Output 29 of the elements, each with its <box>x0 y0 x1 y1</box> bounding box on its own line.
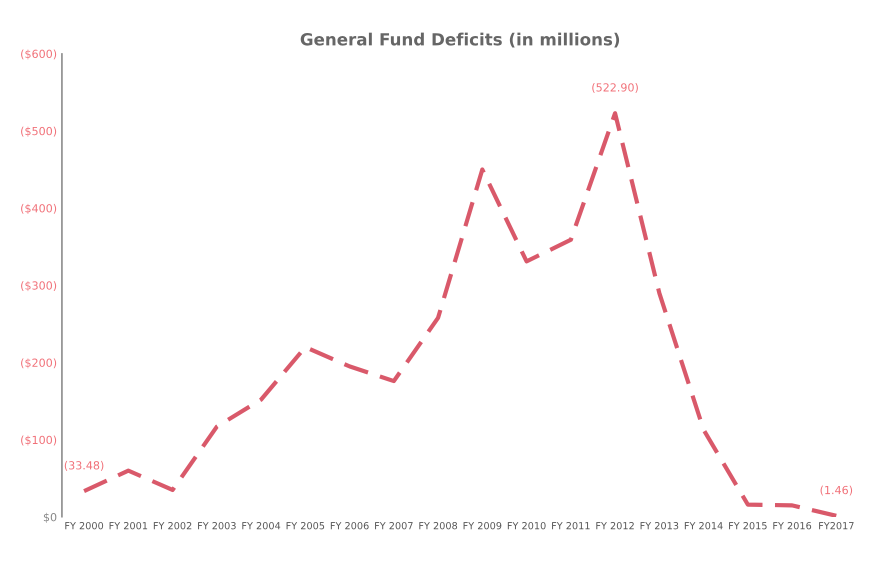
x-tick-label: FY 2004 <box>242 522 280 530</box>
x-tick-label: FY 2001 <box>110 522 148 530</box>
data-label: (1.46) <box>820 486 852 496</box>
y-tick-label: $0 <box>44 512 56 523</box>
chart-title: General Fund Deficits (in millions) <box>300 32 620 48</box>
x-tick-label: FY 2006 <box>330 522 369 530</box>
y-tick-label: ($600) <box>21 49 56 60</box>
y-tick-label: ($400) <box>21 204 56 214</box>
x-tick-label: FY 2010 <box>508 522 546 530</box>
x-tick-label: FY 2007 <box>375 522 413 530</box>
data-label: (522.90) <box>592 83 638 93</box>
x-tick-label: FY 2009 <box>464 522 502 530</box>
x-tick-label: FY 2008 <box>419 522 458 530</box>
y-tick-label: ($200) <box>21 358 56 368</box>
x-tick-label: FY 2002 <box>154 522 192 530</box>
x-tick-label: FY 2005 <box>286 522 324 530</box>
x-tick-label: FY 2016 <box>773 522 812 530</box>
x-tick-label: FY 2011 <box>552 522 590 530</box>
x-tick-label: FY 2000 <box>65 522 104 530</box>
x-tick-label: FY 2012 <box>596 522 634 530</box>
data-label: (33.48) <box>64 460 104 471</box>
x-tick-label: FY 2015 <box>729 522 767 530</box>
y-tick-label: ($100) <box>21 436 56 446</box>
x-tick-label: FY 2013 <box>640 522 678 530</box>
y-tick-label: ($500) <box>21 126 56 137</box>
x-tick-label: FY 2014 <box>684 522 723 530</box>
y-tick-label: ($300) <box>21 281 56 292</box>
x-tick-label: FY2017 <box>819 522 854 530</box>
x-tick-label: FY 2003 <box>198 522 236 530</box>
